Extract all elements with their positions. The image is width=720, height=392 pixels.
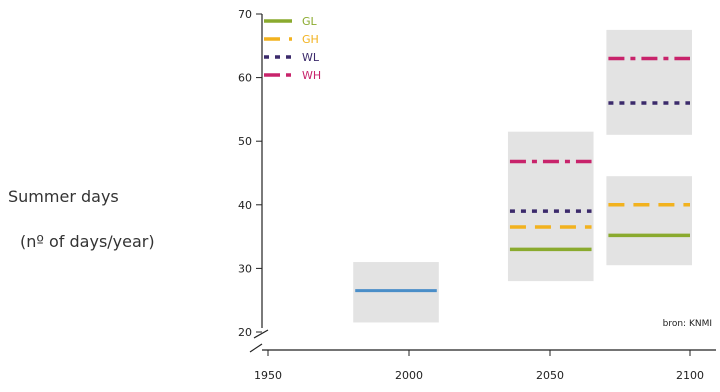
range-box-observed (353, 262, 439, 323)
y-tick-label-70: 70 (238, 8, 252, 21)
range-box-2100-low (606, 176, 692, 266)
range-box-2050 (507, 131, 594, 282)
axis-break-mark (249, 343, 263, 353)
x-tick-label-2050: 2050 (536, 369, 564, 382)
legend-label-WL: WL (302, 51, 320, 64)
legend-label-WH: WH (302, 69, 321, 82)
x-tick-label-2100: 2100 (676, 369, 704, 382)
x-tick-label-1950: 1950 (254, 369, 282, 382)
source-note: bron: KNMI (663, 319, 712, 329)
range-box-2100-high (606, 29, 692, 135)
y-tick-label-30: 30 (238, 262, 252, 275)
y-axis-label-line2: (nº of days/year) (20, 232, 155, 251)
axis-break-mark (253, 329, 269, 339)
legend-label-GL: GL (302, 15, 318, 28)
y-tick-label-60: 60 (238, 72, 252, 85)
y-axis-label-line1: Summer days (8, 187, 119, 206)
x-tick-label-2000: 2000 (395, 369, 423, 382)
y-tick-label-50: 50 (238, 135, 252, 148)
legend-label-GH: GH (302, 33, 319, 46)
y-tick-label-20: 20 (238, 326, 252, 339)
y-tick-label-40: 40 (238, 199, 252, 212)
